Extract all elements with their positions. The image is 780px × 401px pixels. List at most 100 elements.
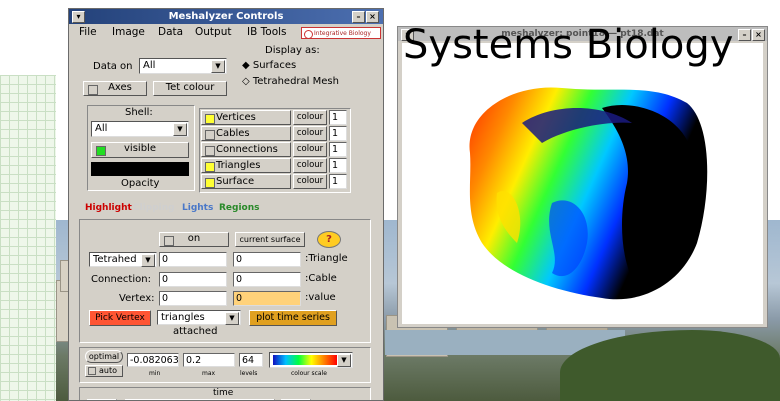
pick-vertex-button[interactable]: Pick Vertex [89, 310, 151, 326]
shell-panel [87, 105, 195, 191]
vertex-field[interactable]: 0 [159, 291, 227, 306]
heart-mesh-render [469, 87, 708, 300]
auto-toggle[interactable]: auto [85, 365, 123, 377]
slide-headline: Systems Biology [403, 22, 734, 68]
axes-toggle[interactable]: Axes [83, 81, 147, 96]
element-label: Surface [216, 176, 255, 187]
visible-toggle[interactable]: visible [91, 142, 189, 158]
element-checkbox [205, 130, 215, 140]
axes-checkbox [88, 85, 98, 95]
chevron-down-icon: ▼ [337, 354, 351, 367]
shell-select[interactable]: All ▼ [91, 121, 189, 137]
attached-select-value: triangles [161, 312, 205, 323]
element-label: Triangles [216, 160, 261, 171]
chevron-down-icon: ▼ [211, 60, 225, 73]
tetrahedron-select[interactable]: Tetrahed ▼ [89, 252, 157, 267]
colour-scale-panel [79, 347, 371, 383]
window-menu-icon[interactable]: ▾ [401, 29, 414, 41]
time-step-forward-button[interactable] [281, 399, 311, 400]
colour-scale-select[interactable]: ▼ [269, 352, 353, 368]
element-colour-button[interactable]: colour [293, 174, 327, 189]
tetrahedron-field[interactable]: 0 [159, 252, 227, 267]
menu-data[interactable]: Data [158, 26, 184, 38]
opacity-slider[interactable] [91, 162, 189, 176]
element-colour-field[interactable]: 1 [329, 126, 347, 141]
menu-ib-tools[interactable]: IB Tools [247, 26, 287, 38]
menu-file[interactable]: File [79, 26, 97, 38]
levels-field[interactable]: 64 [239, 353, 263, 367]
tet-colour-button[interactable]: Tet colour [153, 81, 227, 96]
tab-clipping[interactable]: Clipping [133, 203, 175, 213]
on-checkbox [164, 236, 174, 246]
element-colour-field[interactable]: 1 [329, 174, 347, 189]
window-menu-icon[interactable]: ▾ [72, 11, 85, 23]
elements-panel [199, 108, 351, 193]
cable-field[interactable]: 0 [233, 272, 301, 287]
element-toggle-1[interactable]: Cables [201, 126, 291, 141]
display-title-bar: ▾ meshalyzer: point18 — pt18.dat – × [398, 27, 767, 41]
tetra-select-value: Tetrahed [93, 254, 137, 265]
time-step-back-button[interactable] [87, 399, 117, 400]
cable-label: :Cable [305, 273, 337, 284]
element-toggle-4[interactable]: Surface [201, 174, 291, 189]
chevron-down-icon: ▼ [141, 254, 155, 267]
element-checkbox [205, 114, 215, 124]
controls-title: Meshalyzer Controls [168, 11, 284, 22]
opacity-label: Opacity [121, 178, 160, 189]
controls-title-bar: ▾ Meshalyzer Controls – × [69, 9, 383, 24]
element-colour-button[interactable]: colour [293, 158, 327, 173]
radio-tetrahedral-mesh[interactable]: ◇ Tetrahedral Mesh [242, 76, 339, 87]
element-toggle-0[interactable]: Vertices [201, 110, 291, 125]
meshalyzer-display-window: ▾ meshalyzer: point18 — pt18.dat – × [397, 26, 768, 328]
hill-foliage [560, 330, 780, 401]
display-as-label: Display as: [265, 45, 320, 56]
on-label: on [187, 233, 201, 244]
highlight-panel [79, 219, 371, 343]
logo-text: Integrative Biology [314, 30, 371, 37]
element-colour-field[interactable]: 1 [329, 142, 347, 157]
shell-value: All [95, 123, 108, 134]
element-colour-field[interactable]: 1 [329, 110, 347, 125]
close-icon[interactable]: × [752, 29, 765, 41]
minimize-icon[interactable]: – [738, 29, 751, 41]
render-canvas[interactable] [402, 43, 763, 324]
triangle-label: :Triangle [305, 253, 348, 264]
max-field[interactable]: 0.2 [183, 353, 235, 367]
triangle-field[interactable]: 0 [233, 252, 301, 267]
colour-scale-preview [273, 355, 337, 365]
menu-image[interactable]: Image [112, 26, 145, 38]
plot-time-series-button[interactable]: plot time series [249, 310, 337, 326]
element-checkbox [205, 146, 215, 156]
tab-lights[interactable]: Lights [182, 203, 214, 213]
element-colour-button[interactable]: colour [293, 126, 327, 141]
highlight-on-toggle[interactable]: on [159, 232, 229, 247]
menu-output[interactable]: Output [195, 26, 232, 38]
visible-checkbox [96, 146, 106, 156]
tab-highlight[interactable]: Highlight [85, 203, 132, 213]
element-colour-button[interactable]: colour [293, 110, 327, 125]
data-on-select[interactable]: All ▼ [139, 58, 227, 74]
min-field[interactable]: -0.082063 [127, 353, 179, 367]
element-colour-field[interactable]: 1 [329, 158, 347, 173]
value-field[interactable]: 0 [233, 291, 301, 306]
connection-field[interactable]: 0 [159, 272, 227, 287]
value-label: :value [305, 292, 336, 303]
axes-label: Axes [108, 82, 132, 93]
current-surface-button[interactable]: current surface [235, 232, 305, 247]
radio-surfaces[interactable]: ◆ Surfaces [242, 60, 297, 71]
shell-label: Shell: [125, 107, 153, 118]
help-button[interactable]: ? [317, 231, 341, 248]
chevron-down-icon: ▼ [225, 312, 239, 325]
chevron-down-icon: ▼ [173, 123, 187, 136]
element-toggle-3[interactable]: Triangles [201, 158, 291, 173]
minimize-icon[interactable]: – [352, 11, 365, 23]
close-icon[interactable]: × [366, 11, 379, 23]
attached-select[interactable]: triangles ▼ [157, 310, 241, 325]
tab-regions[interactable]: Regions [219, 203, 260, 213]
element-toggle-2[interactable]: Connections [201, 142, 291, 157]
meshalyzer-controls-window: ▾ Meshalyzer Controls – × File Image Dat… [68, 8, 384, 401]
element-colour-button[interactable]: colour [293, 142, 327, 157]
time-slider[interactable] [125, 399, 275, 400]
optimal-button[interactable]: optimal [85, 350, 123, 363]
element-checkbox [205, 178, 215, 188]
